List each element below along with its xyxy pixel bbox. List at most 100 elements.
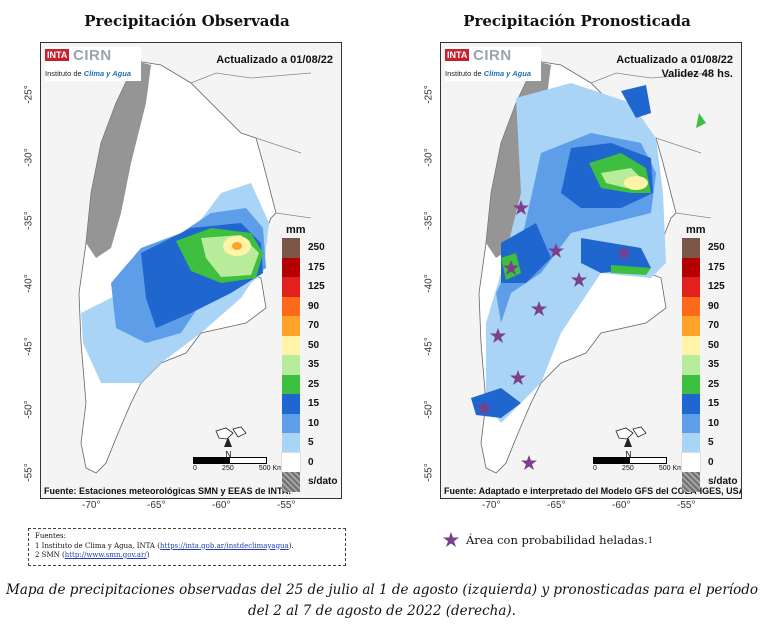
svg-text:N: N [226, 450, 232, 459]
legend-swatch [682, 413, 700, 433]
andes-no-data [86, 61, 151, 258]
legend-label: 90 [308, 300, 320, 312]
legend-swatch [682, 374, 700, 394]
legend-swatch [282, 238, 300, 258]
legend-row: 70 [282, 316, 344, 336]
scale-zero: 0 [593, 465, 597, 472]
logo-subtitle: Instituto de Clima y Agua [445, 69, 532, 78]
legend-label: 15 [308, 398, 320, 410]
latitude-tick: -40° [423, 274, 435, 293]
legend-swatch [682, 355, 700, 375]
legend-label: s/dato [308, 476, 338, 488]
cirn-logo: CIRN [73, 47, 112, 64]
legend-swatch [282, 472, 300, 492]
malvinas-islands [215, 426, 247, 440]
legend-label: 250 [308, 242, 325, 254]
footnote-1-link[interactable]: https://inta.gob.ar/instdeclimayagua [159, 541, 289, 550]
inta-logo: INTA [45, 49, 70, 61]
legend-label: 0 [308, 456, 314, 468]
legend-swatch [682, 316, 700, 336]
legend-row: 250 [282, 238, 344, 258]
legend-swatch [282, 433, 300, 453]
legend-swatch [682, 257, 700, 277]
legend-unit: mm [286, 224, 306, 236]
latitude-tick: -30° [23, 148, 35, 167]
latitude-tick: -35° [23, 211, 35, 230]
scale-end: 500 Km [258, 465, 283, 472]
legend-row: 0 [281, 451, 344, 473]
latitude-tick: -40° [23, 274, 35, 293]
legend-row: 25 [282, 374, 344, 394]
legend-row: 10 [682, 413, 744, 433]
neighbor-borders [190, 72, 312, 219]
legend-swatch [681, 451, 701, 473]
footnotes-heading: Fuentes: [35, 532, 66, 540]
legend-row: 50 [682, 335, 744, 355]
legend-swatch [282, 413, 300, 433]
legend-label: 10 [308, 417, 320, 429]
left-legend: mm 250 175 125 90 70 50 35 25 15 10 5 0 s/dato [281, 224, 344, 492]
latitude-tick: -55° [423, 463, 435, 482]
legend-row: 175 [282, 257, 344, 277]
frost-star-marker [616, 245, 632, 260]
legend-label: 50 [708, 339, 720, 351]
rain-orange [232, 242, 242, 250]
svg-text:N: N [626, 450, 632, 459]
legend-swatch [282, 374, 300, 394]
north-arrow: N [224, 437, 232, 459]
legend-label: s/dato [708, 476, 738, 488]
legend-label: 175 [308, 261, 325, 273]
right-source: Fuente: Adaptado e interpretado del Mode… [444, 486, 742, 496]
right-updated-date: Actualizado a 01/08/22 [616, 54, 733, 66]
north-arrow: N [624, 437, 632, 459]
legend-label: 90 [708, 300, 720, 312]
scale-mid: 250 [222, 465, 234, 472]
longitude-tick: -60° [612, 500, 631, 511]
legend-row: 15 [682, 394, 744, 414]
frost-star-marker [476, 400, 492, 415]
right-updated: Actualizado a 01/08/22 Validez 48 hs. [616, 53, 733, 81]
frost-star-marker [513, 200, 529, 215]
legend-row: 35 [282, 355, 344, 375]
caption-line-1: Mapa de precipitaciones observadas del 2… [6, 582, 758, 598]
legend-swatch [682, 394, 700, 414]
legend-label: 25 [708, 378, 720, 390]
frost-star-marker [490, 328, 506, 343]
legend-row: 175 [682, 257, 744, 277]
legend-swatch [282, 394, 300, 414]
frost-star-marker [503, 260, 519, 275]
latitude-tick: -50° [423, 400, 435, 419]
scale-bar: 0 250 500 Km [593, 457, 683, 472]
legend-row: s/dato [282, 472, 344, 492]
legend-label: 70 [308, 320, 320, 332]
legend-swatch [682, 277, 700, 297]
legend-swatch [282, 316, 300, 336]
footnotes-box: Fuentes: 1 Instituto de Clima y Agua, IN… [28, 528, 346, 566]
latitude-tick: -25° [23, 85, 35, 104]
legend-row: 125 [282, 277, 344, 297]
legend-row: 10 [282, 413, 344, 433]
footnote-2-link[interactable]: http://www.smn.gov.ar/ [64, 551, 147, 559]
legend-row: 90 [282, 296, 344, 316]
legend-row: 50 [282, 335, 344, 355]
legend-swatch [282, 296, 300, 316]
latitude-tick: -25° [423, 85, 435, 104]
neighbor-borders [590, 72, 712, 219]
legend-swatch [282, 277, 300, 297]
frost-legend-sup: 1 [647, 535, 653, 545]
legend-label: 125 [708, 281, 725, 293]
legend-swatch [682, 335, 700, 355]
right-map-title: Precipitación Pronosticada [463, 12, 691, 30]
legend-label: 35 [708, 359, 720, 371]
caption-line-2: del 2 al 7 de agosto de 2022 (derecha). [248, 603, 516, 619]
frost-star-icon [443, 532, 459, 547]
legend-row: 15 [282, 394, 344, 414]
legend-row: s/dato [682, 472, 744, 492]
frost-legend-label: Área con probabilidad heladas. [466, 533, 648, 547]
cirn-logo: CIRN [473, 47, 512, 64]
latitude-tick: -30° [423, 148, 435, 167]
inta-logo: INTA [445, 49, 470, 61]
legend-label: 5 [308, 437, 314, 449]
legend-label: 175 [708, 261, 725, 273]
latitude-tick: -45° [423, 337, 435, 356]
